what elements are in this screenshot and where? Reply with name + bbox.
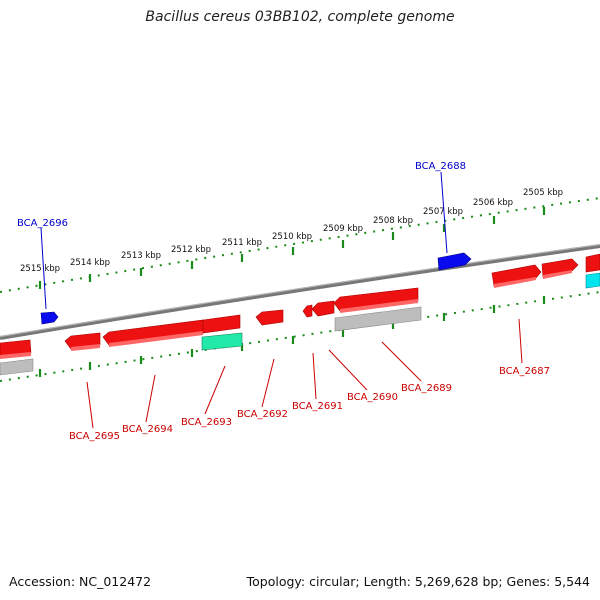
gene-arrow-bca-2694-shadow [109,331,203,347]
scale-label-2510: 2510 kbp [272,232,312,242]
gene-arrow-outer-red-3[interactable] [585,253,600,273]
gene-label-bca-2692: BCA_2692 [237,409,288,420]
gene-arrow-bca-2689-shadow [340,299,418,313]
map-title: Bacillus cereus 03BB102, complete genome [145,9,455,25]
outer-genes [40,252,600,325]
scale-label-2511: 2511 kbp [222,238,262,248]
gene-arrow-bca-2690[interactable] [311,300,335,317]
gene-arrow-bca-2693[interactable] [202,314,241,334]
scale-labels: 2515 kbp 2514 kbp 2513 kbp 2512 kbp 2511… [20,188,563,274]
inner-genes [0,272,600,376]
scale-label-2508: 2508 kbp [373,216,413,226]
gene-label-bca-2688: BCA_2688 [415,161,466,172]
gene-arrow-bca-2689[interactable] [333,287,419,312]
genome-backbone [0,244,600,340]
gene-arrow-outer-red-2-shadow [543,270,572,279]
scale-label-2509: 2509 kbp [323,224,363,234]
inner-major-ticks [38,296,546,377]
gene-arrow-bca-2689-grey[interactable] [334,306,422,332]
scale-label-2512: 2512 kbp [171,245,211,255]
gene-labels: BCA_2696 BCA_2688 BCA_2695 BCA_2694 BCA_… [17,161,550,442]
genome-summary-text: Topology: circular; Length: 5,269,628 bp… [246,574,590,589]
gene-label-bca-2689: BCA_2689 [401,383,452,394]
genome-backbone-highlight [0,243,600,338]
scale-label-2507: 2507 kbp [423,207,463,217]
scale-label-2505: 2505 kbp [523,188,563,198]
gene-arrow-outer-red-1-shadow [494,277,536,288]
gene-arrow-bca-2695-shadow [71,344,100,351]
scale-label-2513: 2513 kbp [121,251,161,261]
gene-label-bca-2691: BCA_2691 [292,401,343,412]
outer-major-ticks [38,207,546,289]
gene-label-bca-2693: BCA_2693 [181,417,232,428]
gene-label-bca-2687: BCA_2687 [499,366,550,377]
gene-arrow-inner-red-left-shadow [0,352,31,359]
gene-arrow-bca-2696[interactable] [40,311,59,325]
gene-arrow-outer-red-2[interactable] [541,258,579,278]
gene-label-bca-2696: BCA_2696 [17,218,68,229]
scale-label-2506: 2506 kbp [473,198,513,208]
scale-label-2515: 2515 kbp [20,264,60,274]
scale-label-2514: 2514 kbp [70,258,110,268]
gene-arrow-inner-grey-left[interactable] [0,358,34,376]
gene-arrow-bca-2692[interactable] [255,309,284,326]
rna-gene-bca-2693[interactable] [201,332,243,351]
label-leaders [40,171,523,429]
gene-arrow-inner-cyan-right[interactable] [585,272,600,289]
accession-text: Accession: NC_012472 [9,574,152,589]
gene-arrow-outer-red-1[interactable] [491,264,542,287]
gene-label-bca-2695: BCA_2695 [69,431,120,442]
gene-arrow-bca-2688[interactable] [437,252,472,271]
gene-label-bca-2694: BCA_2694 [122,424,173,435]
gene-arrow-bca-2691[interactable] [302,304,313,318]
gene-label-bca-2690: BCA_2690 [347,392,398,403]
outer-scale-ring [0,197,600,293]
